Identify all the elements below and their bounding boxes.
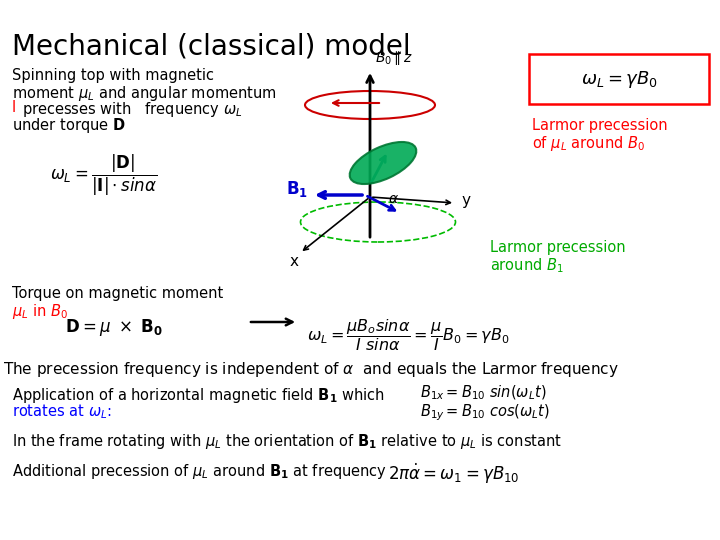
Text: moment $\mu_L$ and angular momentum: moment $\mu_L$ and angular momentum [12,84,276,103]
Text: around $B_1$: around $B_1$ [490,256,564,275]
Text: Larmor precession: Larmor precession [532,118,667,133]
Text: Larmor precession: Larmor precession [490,240,626,255]
Text: $\mathbf{B_1}$: $\mathbf{B_1}$ [286,179,308,199]
Text: Application of a horizontal magnetic field $\mathbf{B_1}$ which: Application of a horizontal magnetic fie… [12,386,384,405]
Text: $\alpha$: $\alpha$ [388,192,399,206]
Text: under torque $\mathbf{D}$: under torque $\mathbf{D}$ [12,116,126,135]
Text: x: x [289,253,299,268]
Text: $\omega_L = \dfrac{|\mathbf{D}|}{|\mathbf{I}| \cdot sin\alpha}$: $\omega_L = \dfrac{|\mathbf{D}|}{|\mathb… [50,152,157,198]
Text: The precession frequency is independent of $\alpha$  and equals the Larmor frequ: The precession frequency is independent … [3,360,619,379]
Ellipse shape [350,142,416,184]
Text: $\omega_L = \dfrac{\mu B_o sin\alpha}{I\ sin\alpha} = \dfrac{\mu}{I} B_0 = \gamm: $\omega_L = \dfrac{\mu B_o sin\alpha}{I\… [307,317,510,353]
Text: Spinning top with magnetic: Spinning top with magnetic [12,68,214,83]
Text: $\mu_L$ in $B_0$: $\mu_L$ in $B_0$ [12,302,68,321]
Text: $B_{1y} = B_{10}\ cos(\omega_L t)$: $B_{1y} = B_{10}\ cos(\omega_L t)$ [420,402,550,423]
Text: $B_{1x} = B_{10}\ sin(\omega_L t)$: $B_{1x} = B_{10}\ sin(\omega_L t)$ [420,384,546,402]
Text: Torque on magnetic moment: Torque on magnetic moment [12,286,223,301]
Text: y: y [462,193,471,208]
Text: $\omega_L = \gamma B_0$: $\omega_L = \gamma B_0$ [580,69,657,90]
Text: Mechanical (classical) model: Mechanical (classical) model [12,32,410,60]
Text: $\mathbf{D} = \mu \ \times \ \mathbf{B_0}$: $\mathbf{D} = \mu \ \times \ \mathbf{B_0… [65,317,163,338]
Text: I: I [12,100,17,115]
Text: $B_0 \parallel z$: $B_0 \parallel z$ [375,49,413,67]
Text: rotates at $\omega_L$:: rotates at $\omega_L$: [12,402,112,421]
Text: of $\mu_L$ around $B_0$: of $\mu_L$ around $B_0$ [532,134,645,153]
FancyBboxPatch shape [529,54,709,104]
Text: In the frame rotating with $\mu_L$ the orientation of $\mathbf{B_1}$ relative to: In the frame rotating with $\mu_L$ the o… [12,432,562,451]
Text: precesses with   frequency $\omega_L$: precesses with frequency $\omega_L$ [22,100,243,119]
Text: Additional precession of $\mu_L$ around $\mathbf{B_1}$ at frequency: Additional precession of $\mu_L$ around … [12,462,387,481]
Text: $2\pi\dot{\alpha} = \omega_1 = \gamma B_{10}$: $2\pi\dot{\alpha} = \omega_1 = \gamma B_… [388,462,519,486]
